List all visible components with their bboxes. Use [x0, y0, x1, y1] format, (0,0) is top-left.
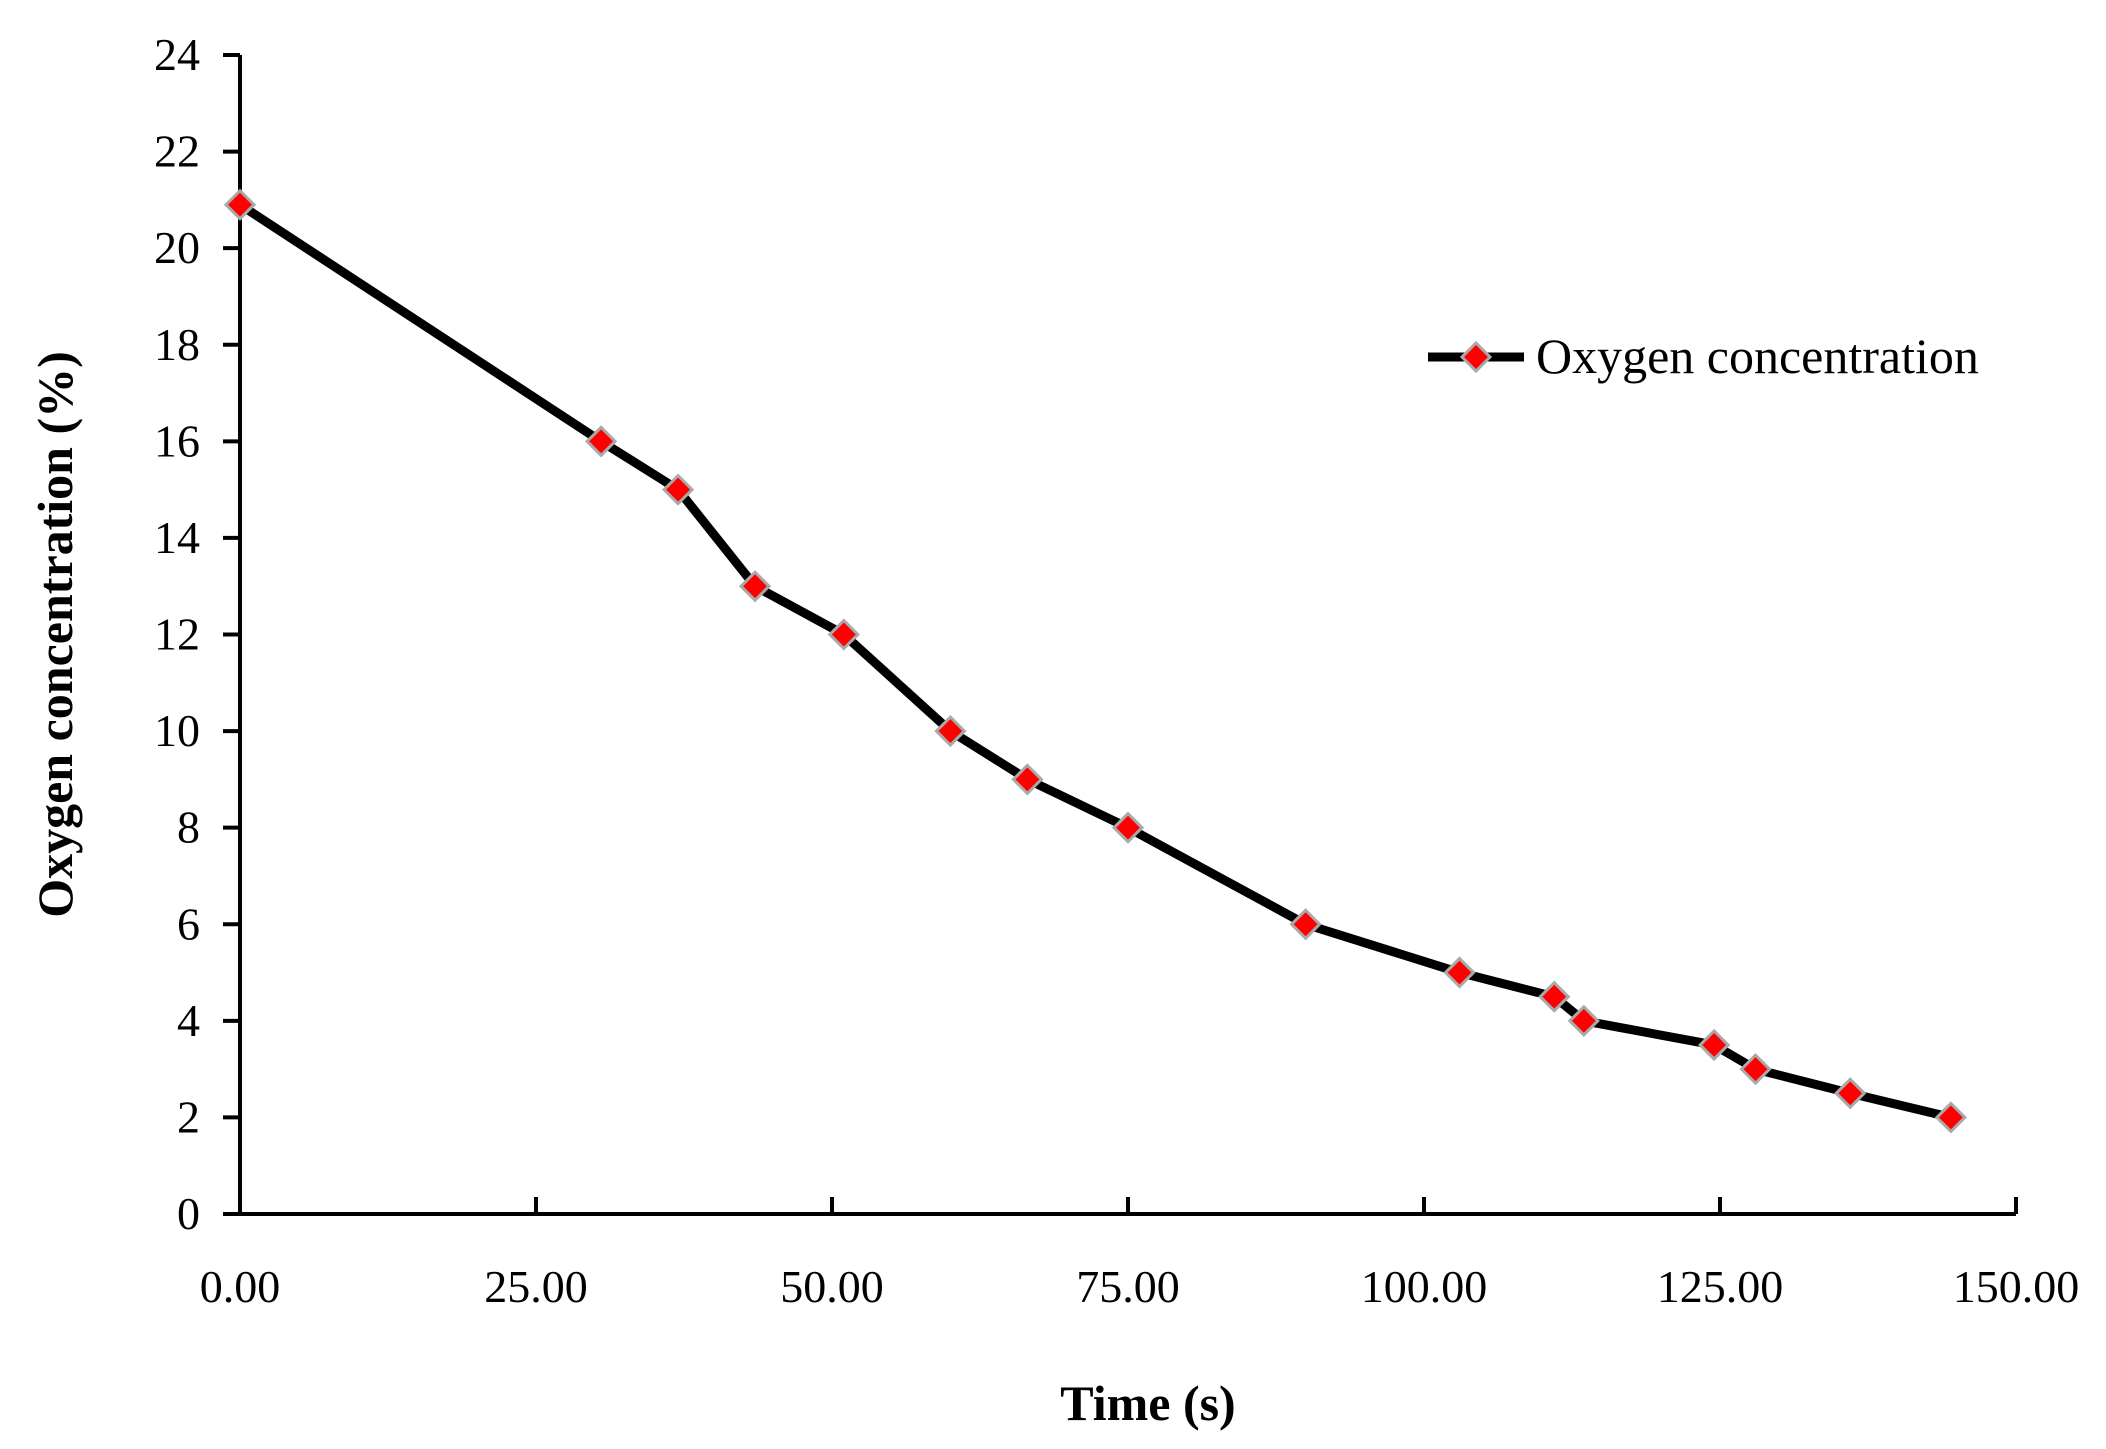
x-tick-label: 50.00: [780, 1261, 884, 1312]
data-point-marker: [1538, 980, 1571, 1013]
data-point-marker: [584, 425, 618, 458]
x-axis-ticks: 0.00 25.00 50.00 75.00 100.00 125.00 150.00: [200, 1197, 2080, 1312]
x-tick-label: 75.00: [1076, 1261, 1180, 1312]
x-axis-title: Time (s): [1060, 1375, 1235, 1431]
data-point-marker: [1834, 1077, 1867, 1110]
data-point-marker: [934, 714, 967, 748]
y-tick-label: 6: [177, 898, 200, 949]
y-tick-label: 16: [154, 415, 200, 466]
x-tick-label: 125.00: [1657, 1261, 1784, 1312]
y-tick-label: 12: [154, 609, 200, 660]
y-tick-label: 10: [154, 705, 200, 756]
data-point-marker: [223, 188, 257, 221]
y-tick-label: 22: [154, 126, 200, 177]
x-tick-label: 150.00: [1953, 1261, 2080, 1312]
data-point-marker: [1567, 1004, 1600, 1037]
data-point-marker: [1934, 1101, 1968, 1134]
data-point-marker: [827, 618, 860, 651]
x-tick-label: 0.00: [200, 1261, 281, 1312]
legend-marker-diamond: [1459, 340, 1493, 374]
y-tick-label: 18: [154, 319, 200, 370]
data-point-marker: [1443, 956, 1476, 989]
data-point-marker: [1111, 811, 1145, 844]
series-line-0: [235, 200, 1956, 1122]
y-tick-label: 4: [177, 995, 200, 1046]
y-tick-label: 8: [177, 802, 200, 853]
data-point-marker: [1697, 1028, 1731, 1062]
legend: Oxygen concentration: [1428, 328, 1979, 384]
y-tick-label: 14: [154, 512, 200, 563]
y-tick-label: 0: [177, 1188, 200, 1239]
data-point-marker: [1739, 1053, 1772, 1086]
data-point-marker: [661, 473, 695, 506]
x-tick-label: 25.00: [484, 1261, 588, 1312]
legend-label: Oxygen concentration: [1536, 328, 1979, 384]
x-tick-label: 100.00: [1361, 1261, 1488, 1312]
y-tick-label: 2: [177, 1091, 200, 1142]
y-tick-label: 24: [154, 29, 200, 80]
data-point-marker: [738, 570, 772, 603]
series-layer: [223, 188, 1968, 1134]
y-tick-label: 20: [154, 222, 200, 273]
y-axis-title: Oxygen concentration (%): [27, 351, 83, 918]
data-point-marker: [1289, 908, 1322, 941]
data-point-marker: [1011, 763, 1044, 796]
